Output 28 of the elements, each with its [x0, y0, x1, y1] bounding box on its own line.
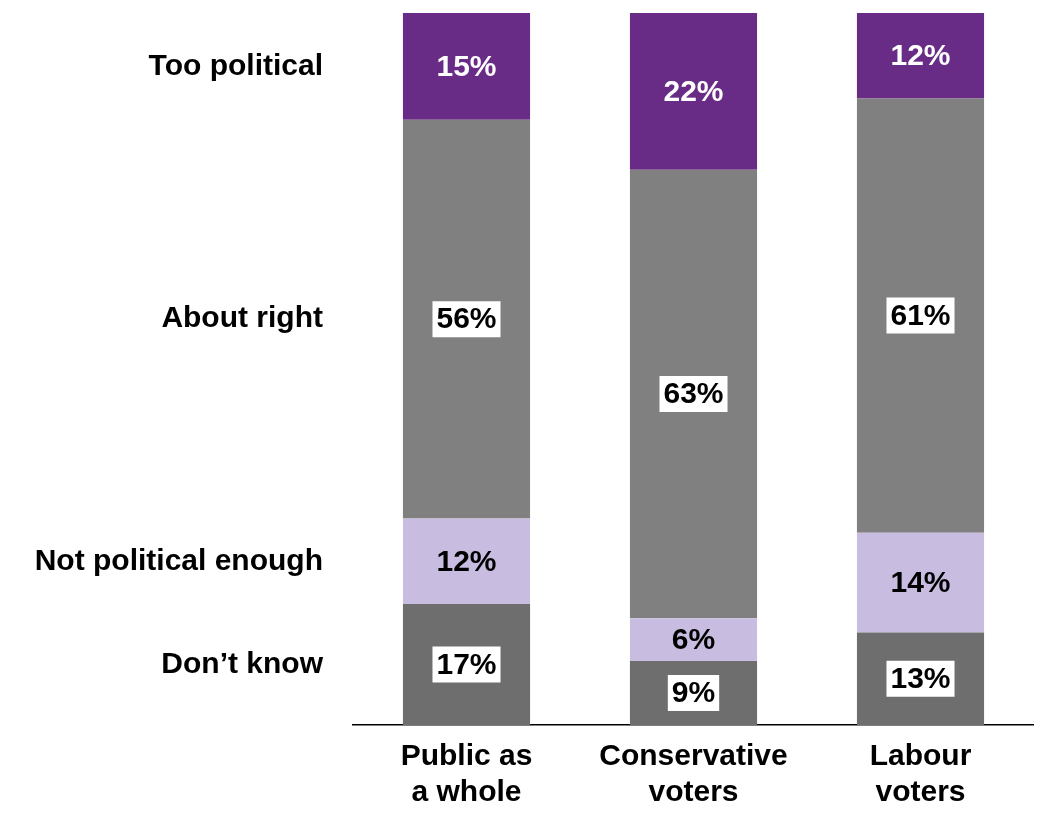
- bar: [402, 13, 531, 120]
- data-label: 12%: [890, 37, 951, 71]
- x-tick-label: Conservative voters: [599, 738, 788, 808]
- data-label: 15%: [436, 48, 497, 82]
- bar: [629, 13, 758, 170]
- data-label: 22%: [663, 73, 724, 107]
- bar: [856, 532, 985, 633]
- bar: [629, 169, 758, 619]
- x-tick-label: Labour voters: [869, 738, 972, 808]
- data-label: 61%: [890, 297, 951, 331]
- data-label: 56%: [436, 301, 497, 335]
- text: Too political: [148, 47, 323, 81]
- text: Not political enough: [34, 542, 323, 576]
- data-label: 63%: [663, 376, 724, 410]
- bar: [629, 618, 758, 661]
- data-label: 14%: [890, 564, 951, 598]
- data-label: 13%: [890, 660, 951, 694]
- data-label: 17%: [436, 646, 497, 680]
- bar: [402, 119, 531, 519]
- bar: [402, 518, 531, 604]
- bar: [856, 13, 985, 99]
- data-label: 12%: [436, 543, 497, 577]
- x-tick-label: Public as a whole: [400, 738, 533, 808]
- bar: [856, 98, 985, 533]
- text: About right: [161, 300, 323, 334]
- text: Don’t know: [161, 645, 324, 679]
- data-label: 6%: [671, 621, 716, 655]
- data-label: 9%: [671, 675, 716, 709]
